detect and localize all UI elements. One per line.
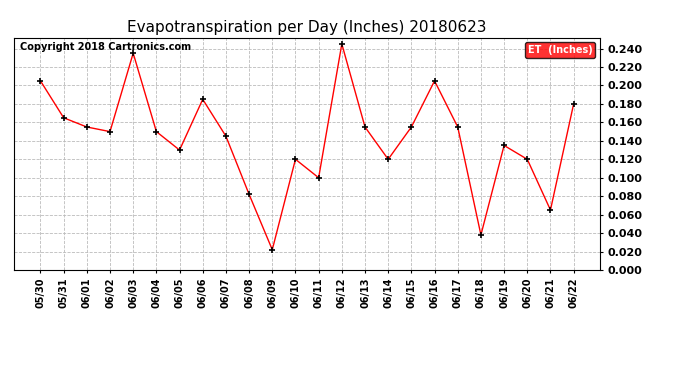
Legend: ET  (Inches): ET (Inches) bbox=[525, 42, 595, 58]
Text: Copyright 2018 Cartronics.com: Copyright 2018 Cartronics.com bbox=[19, 42, 191, 52]
Title: Evapotranspiration per Day (Inches) 20180623: Evapotranspiration per Day (Inches) 2018… bbox=[127, 20, 487, 35]
